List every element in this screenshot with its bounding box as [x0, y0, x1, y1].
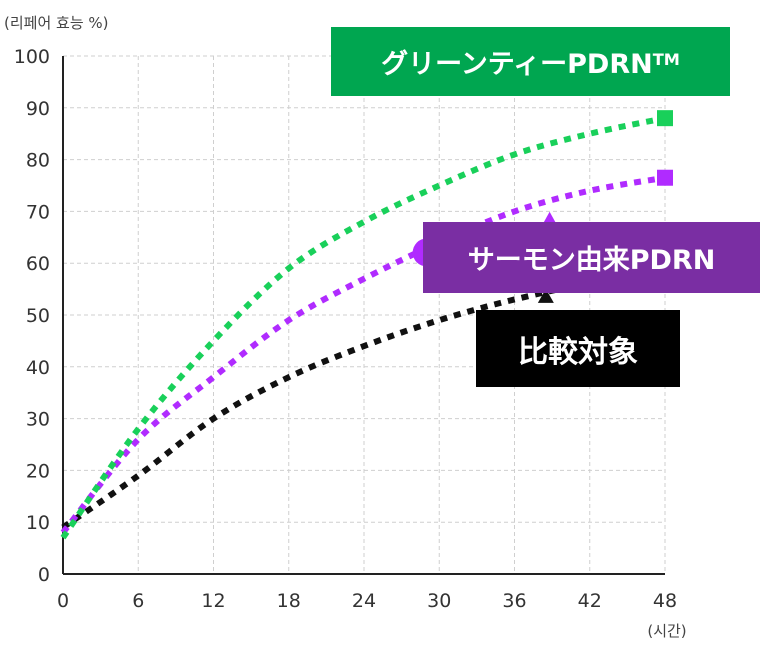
x-tick-label: 48 — [653, 590, 677, 612]
series-line-0 — [60, 115, 666, 540]
y-tick-label: 30 — [26, 409, 50, 431]
x-tick-label: 6 — [132, 590, 144, 612]
black-triangle-marker — [537, 288, 554, 303]
y-axis-label: (리페어 효능 %) — [4, 14, 109, 32]
y-tick-label: 70 — [26, 201, 50, 223]
x-axis-label: (시간) — [647, 622, 686, 640]
x-tick-label: 0 — [57, 590, 69, 612]
series-end-marker-0 — [657, 110, 673, 127]
x-tick-label: 24 — [352, 590, 376, 612]
y-tick-label: 60 — [26, 253, 50, 275]
legend-green-tea-pdrn: グリーンティーPDRN TM — [331, 27, 730, 96]
legend-purple-label: サーモン由来PDRN — [467, 245, 716, 276]
x-tick-label: 36 — [502, 590, 526, 612]
legend-green-label: グリーンティーPDRN — [381, 49, 653, 80]
y-tick-label: 40 — [26, 357, 50, 379]
y-tick-label: 90 — [26, 98, 50, 120]
y-tick-label: 100 — [14, 46, 50, 68]
x-tick-label: 42 — [578, 590, 602, 612]
legend-salmon-pdrn: サーモン由来PDRN — [423, 222, 760, 293]
y-tick-label: 50 — [26, 305, 50, 327]
series-line-2 — [61, 275, 666, 530]
x-tick-label: 12 — [201, 590, 225, 612]
series-end-marker-1 — [657, 169, 673, 186]
x-tick-label: 18 — [277, 590, 301, 612]
y-tick-label: 0 — [38, 564, 50, 586]
series-line-1 — [60, 174, 666, 535]
legend-control: 比較対象 — [476, 310, 680, 387]
y-tick-label: 10 — [26, 512, 50, 534]
legend-black-label: 比較対象 — [518, 334, 638, 370]
x-tick-label: 30 — [427, 590, 451, 612]
legend-green-trademark: TM — [652, 49, 680, 69]
y-tick-label: 80 — [26, 150, 50, 172]
y-tick-label: 20 — [26, 460, 50, 482]
